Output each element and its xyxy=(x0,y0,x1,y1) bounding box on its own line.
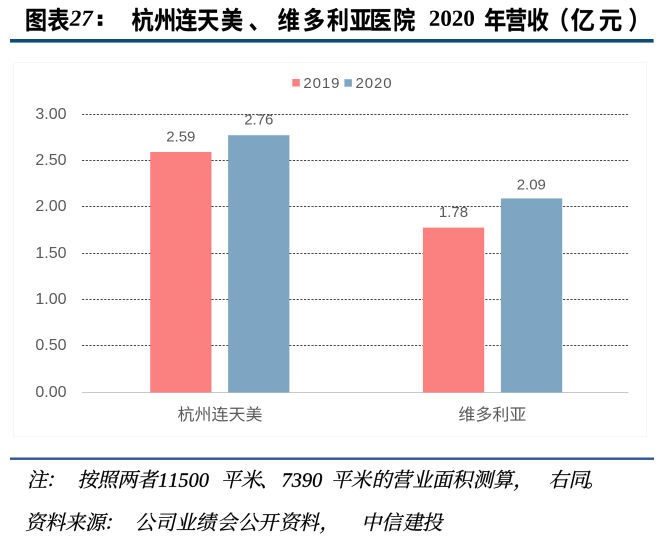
svg-text:2.09: 2.09 xyxy=(517,176,546,193)
svg-text:2.59: 2.59 xyxy=(166,128,195,145)
svg-text:1.78: 1.78 xyxy=(439,204,468,221)
svg-text:1.00: 1.00 xyxy=(35,291,66,308)
svg-text:2020: 2020 xyxy=(356,75,393,92)
svg-text:2019: 2019 xyxy=(303,75,340,92)
svg-text:2.50: 2.50 xyxy=(35,152,66,169)
svg-text:2.76: 2.76 xyxy=(244,112,273,129)
svg-text:0.50: 0.50 xyxy=(35,337,66,354)
svg-text:3.00: 3.00 xyxy=(35,106,66,123)
svg-text:2.00: 2.00 xyxy=(35,198,66,215)
svg-text:1.50: 1.50 xyxy=(35,245,66,262)
svg-text:0.00: 0.00 xyxy=(35,384,66,401)
